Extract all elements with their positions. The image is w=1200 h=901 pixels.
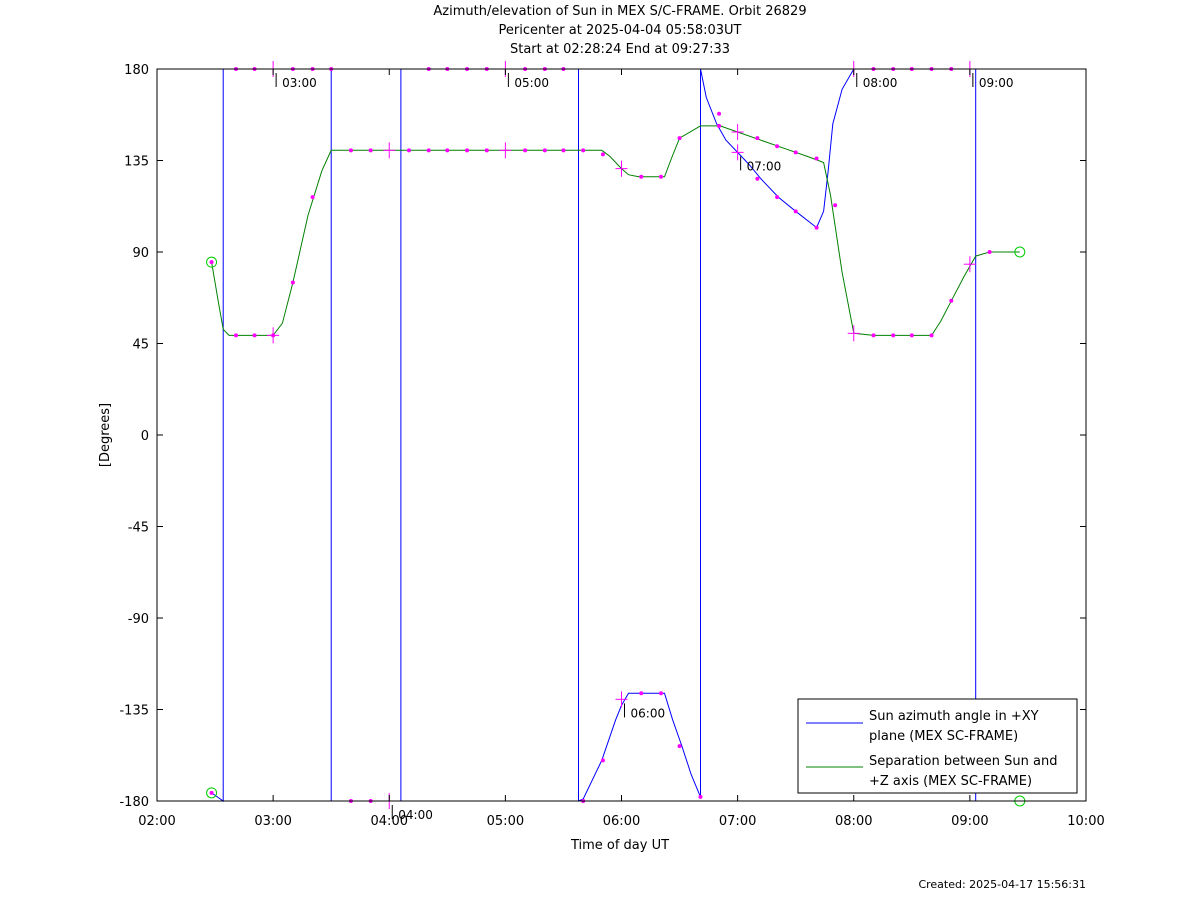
data-point — [949, 298, 954, 303]
data-point — [793, 150, 798, 155]
data-point — [775, 195, 780, 200]
endpoint-marker — [206, 787, 218, 799]
y-tick-label: -45 — [128, 521, 149, 536]
hour-annotation-label: 05:00 — [514, 76, 549, 90]
data-point — [310, 195, 315, 200]
created-timestamp: Created: 2025-04-17 15:56:31 — [918, 878, 1086, 891]
data-point — [717, 123, 722, 128]
data-point — [871, 333, 876, 338]
data-point — [523, 148, 528, 153]
data-point — [233, 333, 238, 338]
data-point — [581, 148, 586, 153]
data-point — [639, 691, 644, 696]
x-tick-label: 08:00 — [835, 814, 872, 829]
x-tick-label: 05:00 — [487, 814, 524, 829]
x-tick-label: 07:00 — [719, 814, 756, 829]
y-tick-label: -90 — [128, 612, 149, 627]
data-point — [755, 176, 760, 181]
chart-title: Azimuth/elevation of Sun in MEX S/C-FRAM… — [433, 4, 807, 19]
data-point — [484, 148, 489, 153]
axes-layer: 02:00 03:00 04:00 05:00 06:00 07:00 08:00 09:00… — [119, 63, 1104, 829]
y-tick-label: 180 — [124, 63, 149, 78]
series-layer — [206, 61, 1026, 809]
y-tick-label: 90 — [132, 246, 149, 261]
x-tick-label: 03:00 — [254, 814, 291, 829]
x-axis-label: Time of day UT — [570, 838, 669, 853]
data-point — [755, 136, 760, 141]
y-tick-label: -180 — [119, 795, 149, 810]
chart-subtitle-start-end: Start at 02:28:24 End at 09:27:33 — [509, 42, 731, 57]
hour-annotation-label: 08:00 — [863, 76, 898, 90]
endpoint-marker — [1014, 246, 1026, 258]
plot-frame — [156, 68, 1087, 802]
x-tick-label: 02:00 — [138, 814, 175, 829]
data-point — [426, 148, 431, 153]
endpoint-marker — [206, 256, 218, 268]
hour-annotation-label: 06:00 — [631, 706, 666, 720]
azimuth-series-line — [700, 68, 1020, 802]
data-point — [445, 148, 450, 153]
data-point — [814, 225, 819, 230]
legend-azimuth-label-line1: Sun azimuth angle in +XY — [869, 709, 1039, 724]
legend-separation-label-line1: Separation between Sun and — [869, 754, 1057, 769]
data-point — [600, 152, 605, 157]
data-point — [600, 758, 605, 763]
data-point — [348, 148, 353, 153]
legend-box — [797, 698, 1078, 794]
y-tick-label: 135 — [124, 155, 149, 170]
data-point — [909, 333, 914, 338]
y-tick-label: 0 — [141, 429, 149, 444]
data-point — [542, 148, 547, 153]
data-point — [406, 148, 411, 153]
x-tick-label: 04:00 — [371, 814, 408, 829]
data-point — [639, 174, 644, 179]
data-point — [833, 203, 838, 208]
x-tick-label: 09:00 — [951, 814, 988, 829]
hour-annotation-label: 03:00 — [282, 76, 317, 90]
y-axis-label: [Degrees] — [98, 403, 113, 467]
x-tick-label: 10:00 — [1067, 814, 1104, 829]
legend-azimuth-label-line2: plane (MEX SC-FRAME) — [869, 729, 1018, 744]
data-point — [368, 148, 373, 153]
data-point — [793, 209, 798, 214]
data-point — [290, 280, 295, 285]
x-tick-label: 06:00 — [603, 814, 640, 829]
y-tick-label: -135 — [119, 704, 149, 719]
data-point — [677, 744, 682, 749]
data-point — [677, 136, 682, 141]
y-tick-label: 45 — [132, 338, 149, 353]
data-point — [814, 156, 819, 161]
data-point — [891, 333, 896, 338]
legend-separation-label-line2: +Z axis (MEX SC-FRAME) — [869, 774, 1032, 789]
azimuth-series-line — [211, 68, 701, 802]
legend: Sun azimuth angle in +XY plane (MEX SC-F… — [797, 698, 1078, 794]
data-point — [658, 174, 663, 179]
separation-series-line — [211, 125, 1020, 336]
data-point — [209, 790, 214, 795]
data-point — [717, 111, 722, 116]
data-point — [209, 260, 214, 265]
chart-subtitle-pericenter: Pericenter at 2025-04-04 05:58:03UT — [498, 23, 742, 38]
hour-annotation-label: 09:00 — [979, 76, 1014, 90]
data-point — [698, 794, 703, 799]
hour-annotation-label: 04:00 — [398, 808, 433, 822]
data-point — [561, 148, 566, 153]
data-point — [987, 250, 992, 254]
data-point — [658, 691, 663, 696]
data-point — [775, 144, 780, 149]
hour-annotation-label: 07:00 — [747, 159, 782, 173]
data-point — [465, 148, 470, 153]
data-point — [929, 333, 934, 338]
data-point — [252, 333, 257, 338]
